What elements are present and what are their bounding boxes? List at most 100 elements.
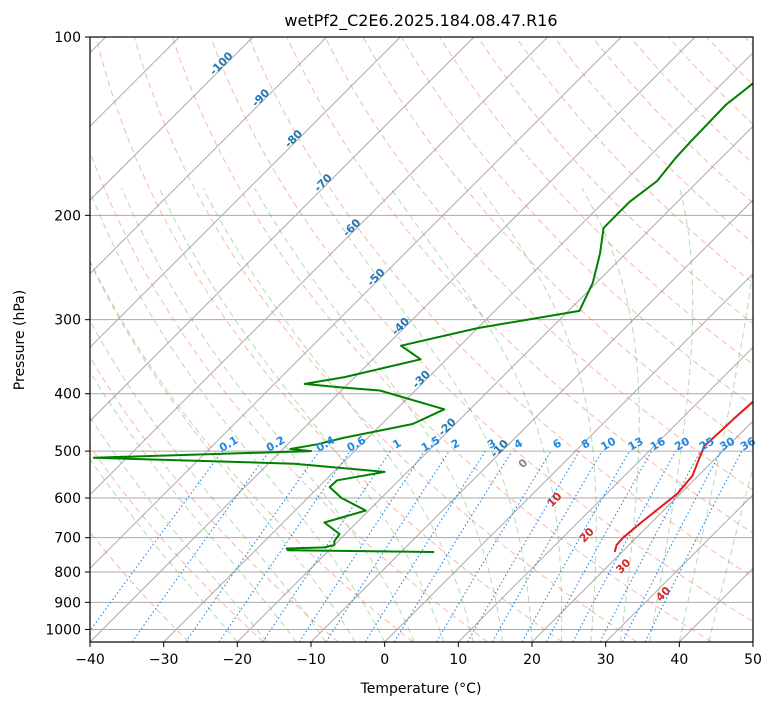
- moist-adiabat: [90, 260, 356, 642]
- moist-adiabat: [121, 188, 415, 642]
- y-tick-label: 300: [54, 313, 81, 329]
- isotherm-line: [90, 37, 549, 496]
- dry-adiabat: [90, 356, 339, 642]
- moist-adiabat: [678, 265, 753, 642]
- mixing-ratio-label: 8: [579, 437, 592, 452]
- moist-adiabat-label: 40: [653, 584, 673, 604]
- moist-adiabat: [708, 466, 753, 642]
- mixing-ratio-line: [545, 450, 653, 642]
- y-tick-label: 100: [54, 30, 81, 46]
- isotherm-line: [384, 272, 753, 642]
- isotherm-line: [457, 346, 753, 642]
- moist-adiabat: [202, 187, 474, 642]
- moist-adiabat: [90, 319, 327, 642]
- dry-adiabat: [515, 37, 753, 284]
- mixing-ratio-line: [131, 450, 270, 642]
- moist-adiabat: [480, 187, 597, 642]
- isotherm-line: [90, 37, 254, 201]
- dry-adiabat: [90, 531, 190, 642]
- isotherm-line: [236, 125, 753, 642]
- isotherm-line: [90, 37, 401, 349]
- dry-adiabat: [324, 37, 753, 491]
- isotherm-line: [531, 420, 753, 642]
- x-tick-label: −30: [149, 652, 179, 668]
- y-tick-label: 500: [54, 444, 81, 460]
- x-axis-label: Temperature (°C): [360, 681, 482, 697]
- isotherm-line: [163, 51, 753, 642]
- moist-adiabat: [390, 187, 563, 642]
- mixing-ratio-line: [393, 450, 513, 642]
- dry-adiabat: [171, 37, 712, 642]
- dewpoint-profile-line: [92, 81, 753, 553]
- moist-adiabat: [90, 370, 297, 642]
- chart-title: wetPf2_C2E6.2025.184.08.47.R16: [284, 11, 557, 31]
- moist-adiabat: [158, 187, 445, 642]
- isotherm-label: -90: [249, 86, 272, 109]
- x-tick-label: −40: [75, 652, 105, 668]
- y-tick-label: 700: [54, 531, 81, 547]
- isotherm-label: -30: [410, 368, 433, 391]
- isotherm-line: [605, 493, 753, 642]
- moist-adiabat: [315, 187, 533, 642]
- x-tick-label: −20: [223, 652, 253, 668]
- isotherm-line: [90, 37, 622, 570]
- x-tick-label: 40: [670, 652, 688, 668]
- moist-adiabat-label: 10: [545, 490, 565, 510]
- dry-adiabat: [248, 37, 753, 578]
- isotherm-line: [90, 37, 475, 422]
- dry-adiabat: [90, 445, 264, 642]
- mixing-ratio-line: [644, 450, 743, 642]
- x-tick-label: 20: [523, 652, 541, 668]
- y-axis-label: Pressure (hPa): [12, 290, 28, 390]
- moist-adiabat-label: 0: [516, 456, 531, 471]
- dry-adiabat: [591, 37, 753, 204]
- mixing-ratio-line: [521, 450, 630, 642]
- isotherm-label: -60: [340, 216, 363, 239]
- isotherm-line: [678, 567, 753, 642]
- mixing-ratio-label: 2: [449, 437, 462, 452]
- dry-adiabat: [210, 37, 753, 623]
- mixing-ratio-line: [298, 450, 425, 642]
- moist-adiabat: [581, 187, 640, 642]
- x-tick-label: 10: [449, 652, 467, 668]
- dry-adiabat: [133, 37, 638, 642]
- moist-adiabat: [90, 416, 268, 642]
- moist-adiabat: [254, 187, 503, 642]
- dry-adiabat: [706, 37, 753, 86]
- dry-adiabat: [553, 37, 753, 244]
- plot-frame: [89, 36, 754, 643]
- isotherm-line: [90, 37, 328, 275]
- dry-adiabat: [95, 37, 563, 642]
- moist-adiabat-label: 20: [577, 525, 597, 545]
- y-tick-label: 800: [54, 565, 81, 581]
- mixing-ratio-line: [467, 450, 580, 642]
- moist-adiabat: [90, 189, 386, 642]
- temperature-profile-line: [613, 400, 753, 553]
- isotherm-label: -100: [207, 49, 236, 78]
- dry-adiabat: [668, 37, 753, 125]
- y-tick-label: 400: [54, 387, 81, 403]
- y-tick-label: 600: [54, 491, 81, 507]
- mixing-ratio-line: [218, 450, 351, 642]
- mixing-ratio-line: [262, 450, 392, 642]
- y-tick-label: 900: [54, 595, 81, 611]
- dry-adiabat: [744, 37, 753, 47]
- isotherm-label: -80: [282, 127, 305, 150]
- isotherm-line: [90, 37, 696, 642]
- x-tick-label: −10: [296, 652, 326, 668]
- mixing-ratio-line: [572, 450, 677, 642]
- x-tick-label: 0: [380, 652, 389, 668]
- mixing-ratio-line: [185, 450, 320, 642]
- mixing-ratio-line: [364, 450, 486, 642]
- x-tick-label: 50: [744, 652, 762, 668]
- moist-adiabat: [90, 458, 238, 642]
- isotherm-line: [752, 641, 753, 642]
- mixing-ratio-line: [90, 450, 223, 632]
- mixing-ratio-line: [325, 450, 450, 642]
- moist-adiabat: [649, 188, 694, 642]
- y-tick-label: 200: [54, 208, 81, 224]
- dry-adiabat: [286, 37, 753, 534]
- y-tick-label: 1000: [45, 622, 81, 638]
- dry-adiabat: [90, 259, 414, 642]
